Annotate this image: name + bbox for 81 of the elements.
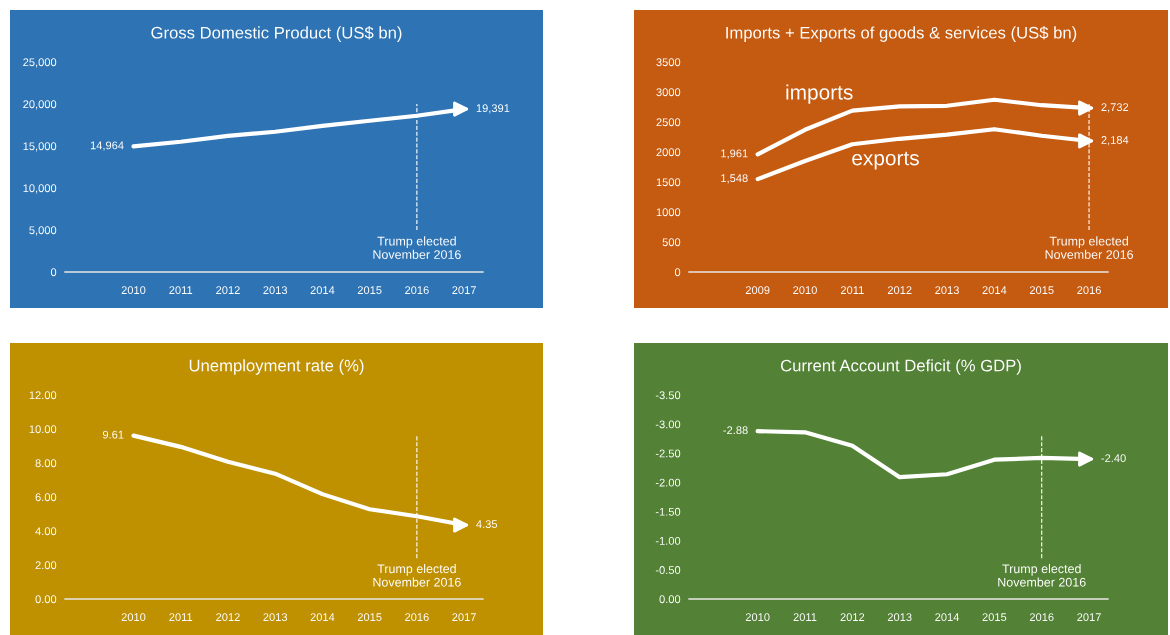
y-tick-label: -1.50 [655, 507, 681, 516]
y-tick-label: 15,000 [23, 142, 57, 152]
x-tick-label: 2017 [452, 286, 476, 295]
x-tick-label: 2010 [121, 613, 146, 622]
y-tick-label: 0.00 [659, 595, 681, 604]
series-label: imports [786, 84, 853, 104]
x-tick-label: 2012 [840, 613, 865, 622]
data-label: 4.35 [476, 520, 498, 529]
y-tick-label: 10,000 [23, 184, 57, 194]
x-tick-label: 2015 [1029, 286, 1054, 295]
y-tick-label: 10.00 [29, 425, 57, 434]
x-tick-label: 2014 [935, 613, 960, 622]
x-tick-label: 2013 [935, 286, 959, 295]
y-tick-label: 3500 [656, 58, 681, 67]
x-tick-label: 2009 [745, 286, 770, 295]
x-tick-label: 2011 [793, 613, 817, 622]
x-tick-label: 2013 [887, 613, 912, 622]
y-tick-label: 5,000 [29, 226, 57, 236]
data-label: -2.88 [723, 426, 748, 435]
x-tick-label: 2017 [1077, 613, 1101, 622]
x-tick-label: 2016 [1077, 286, 1101, 295]
x-tick-label: 2012 [887, 286, 912, 295]
x-tick-label: 2016 [405, 286, 429, 295]
x-tick-label: 2015 [982, 613, 1007, 622]
chart-title: Imports + Exports of goods & services (US$ bn) [726, 26, 1077, 42]
x-tick-label: 2016 [1029, 613, 1054, 622]
y-tick-label: -0.50 [655, 566, 681, 574]
x-tick-label: 2014 [310, 286, 335, 295]
x-tick-label: 2010 [121, 286, 146, 295]
y-tick-label: 4.00 [35, 527, 57, 536]
y-tick-label: 2000 [656, 148, 681, 157]
y-tick-label: -2.50 [655, 449, 681, 458]
data-label: 9.61 [102, 430, 124, 439]
x-tick-label: 2016 [405, 613, 429, 622]
y-tick-label: 2500 [656, 118, 681, 127]
y-tick-label: -3.50 [655, 391, 681, 400]
y-tick-label: 6.00 [35, 493, 57, 502]
x-tick-label: 2010 [793, 286, 817, 295]
y-tick-label: 500 [662, 238, 681, 247]
y-tick-label: 8.00 [35, 459, 57, 468]
chart-title: Unemployment rate (%) [189, 359, 364, 375]
chart-title: Gross Domestic Product (US$ bn) [151, 26, 402, 42]
y-tick-label: 1500 [656, 178, 681, 187]
x-tick-label: 2012 [216, 613, 240, 622]
y-tick-label: 2.00 [35, 561, 57, 570]
x-tick-label: 2011 [169, 286, 193, 295]
data-label: 19,391 [476, 104, 510, 114]
x-tick-label: 2011 [840, 286, 864, 295]
data-label: 1,961 [721, 149, 748, 159]
data-label: -2.40 [1101, 454, 1126, 463]
ref-line-label: Trump elected November 2016 [373, 236, 461, 259]
x-tick-label: 2014 [310, 613, 335, 622]
ref-line-label: Trump elected November 2016 [373, 564, 461, 587]
x-tick-label: 2013 [263, 613, 288, 622]
x-tick-label: 2015 [357, 613, 382, 622]
x-tick-label: 2010 [745, 613, 770, 622]
x-tick-label: 2011 [169, 613, 193, 622]
y-tick-label: 3000 [656, 88, 681, 97]
chart-title: Current Account Deficit (% GDP) [780, 359, 1021, 375]
y-tick-label: 20,000 [23, 100, 57, 110]
y-tick-label: 0 [50, 268, 57, 277]
y-tick-label: -2.00 [655, 478, 681, 487]
data-label: 1,548 [721, 174, 748, 184]
y-tick-label: 0.00 [35, 595, 57, 604]
data-label: 2,732 [1101, 103, 1129, 113]
y-tick-label: 12.00 [29, 391, 57, 400]
x-tick-label: 2012 [216, 286, 240, 295]
y-tick-label: 25,000 [23, 58, 57, 68]
x-tick-label: 2014 [982, 286, 1007, 295]
x-tick-label: 2017 [452, 613, 476, 622]
y-tick-label: 0 [674, 268, 681, 277]
series-label: exports [852, 151, 919, 170]
ref-line-label: Trump elected November 2016 [1045, 236, 1133, 259]
data-label: 14,964 [90, 141, 124, 151]
y-tick-label: -1.00 [655, 536, 681, 545]
y-tick-label: -3.00 [655, 420, 681, 429]
y-tick-label: 1000 [656, 208, 681, 217]
x-tick-label: 2015 [357, 286, 382, 295]
ref-line-label: Trump elected November 2016 [998, 564, 1086, 587]
data-label: 2,184 [1101, 136, 1129, 146]
x-tick-label: 2013 [263, 286, 288, 295]
